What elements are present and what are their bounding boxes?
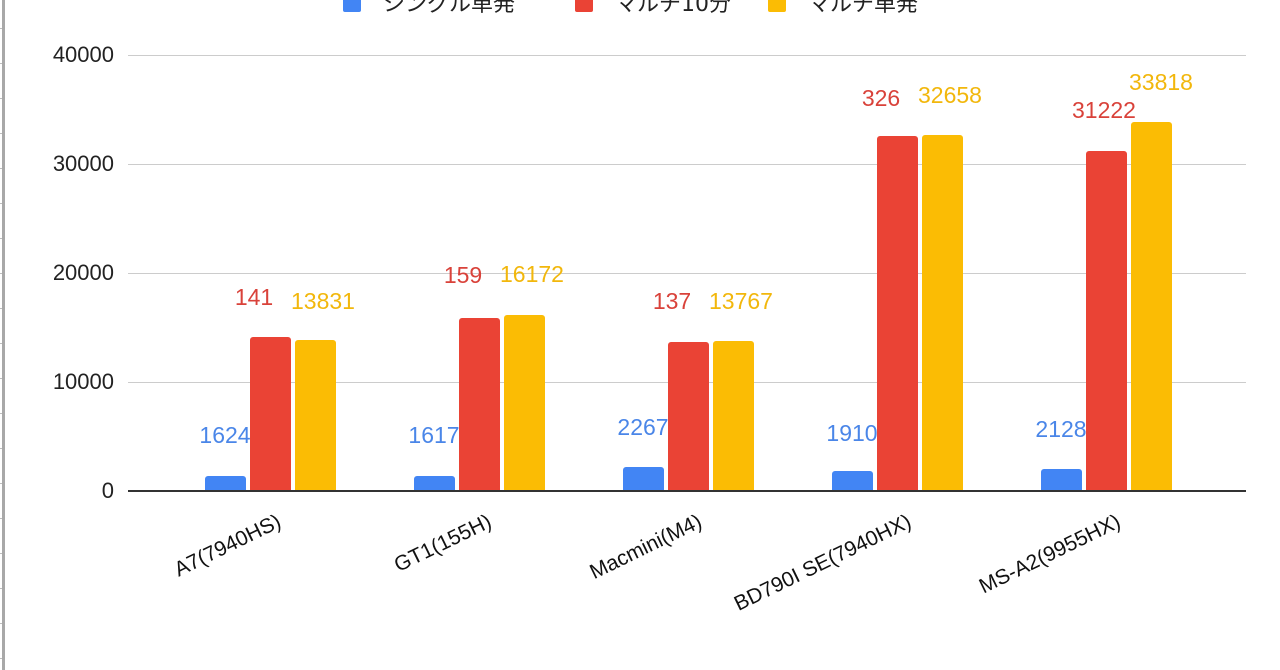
edge-tick <box>0 98 2 99</box>
x-label-macmini: Macmini(M4) <box>585 510 706 584</box>
data-label-multi-10min-4: 31222 <box>1072 97 1136 123</box>
bar-multi-10min-3[interactable] <box>877 136 918 491</box>
edge-tick <box>0 483 2 484</box>
edge-tick <box>0 553 2 554</box>
x-label-ms-a2: MS-A2(9955HX) <box>975 510 1125 599</box>
data-label-single-0: 1624 <box>199 422 251 448</box>
legend-label-single: シングル単発 <box>383 0 516 17</box>
legend-item-single: シングル単発 <box>343 0 515 18</box>
bar-multi-10min-4[interactable] <box>1086 151 1127 491</box>
bar-single-2[interactable] <box>623 467 664 491</box>
y-tick-40000: 40000 <box>52 42 114 67</box>
edge-tick <box>0 168 2 169</box>
data-label-multi-single-4: 33818 <box>1129 69 1193 95</box>
bar-multi-10min-1[interactable] <box>459 318 500 491</box>
bar-multi-single-2[interactable] <box>713 341 754 491</box>
gridline-30000 <box>128 164 1246 165</box>
data-label-single-3: 1910 <box>826 420 878 446</box>
data-label-multi-10min-0: 141 <box>234 284 274 310</box>
x-axis-baseline <box>128 490 1246 492</box>
bar-single-0[interactable] <box>205 476 246 491</box>
gridline-20000 <box>128 273 1246 274</box>
data-label-multi-10min-3: 326 <box>861 85 901 111</box>
data-label-multi-10min-1: 159 <box>443 262 483 288</box>
data-label-multi-single-1: 16172 <box>500 261 564 287</box>
edge-tick <box>0 203 2 204</box>
edge-tick <box>0 238 2 239</box>
bar-multi-single-0[interactable] <box>295 340 336 491</box>
bar-single-3[interactable] <box>832 471 873 491</box>
data-label-multi-10min-2: 137 <box>652 288 692 314</box>
data-label-multi-single-0: 13831 <box>291 288 355 314</box>
sheet-edge-divider <box>2 0 5 670</box>
data-label-single-1: 1617 <box>408 422 460 448</box>
gridline-40000 <box>128 55 1246 56</box>
edge-tick <box>0 413 2 414</box>
data-label-multi-single-3: 32658 <box>918 82 982 108</box>
chart-legend: シングル単発 マルチ10分 マルチ単発 <box>0 0 1280 18</box>
bar-multi-single-4[interactable] <box>1131 122 1172 491</box>
bar-multi-10min-2[interactable] <box>668 342 709 491</box>
edge-tick <box>0 448 2 449</box>
y-tick-0: 0 <box>101 478 114 503</box>
x-label-gt1: GT1(155H) <box>390 510 496 577</box>
bar-multi-single-3[interactable] <box>922 135 963 491</box>
bar-single-4[interactable] <box>1041 469 1082 491</box>
legend-swatch-blue-icon <box>343 0 361 12</box>
edge-tick <box>0 658 2 659</box>
x-label-bd790i: BD790I SE(7940HX) <box>730 510 916 616</box>
edge-tick <box>0 308 2 309</box>
legend-item-multi-10min: マルチ10分 <box>575 0 731 18</box>
legend-swatch-yellow-icon <box>768 0 786 12</box>
edge-tick <box>0 28 2 29</box>
y-tick-20000: 20000 <box>52 260 114 285</box>
y-tick-10000: 10000 <box>52 369 114 394</box>
x-label-a7: A7(7940HS) <box>171 510 286 582</box>
edge-tick <box>0 378 2 379</box>
edge-tick <box>0 518 2 519</box>
data-label-single-2: 2267 <box>617 414 669 440</box>
legend-label-multi-10min: マルチ10分 <box>615 0 731 17</box>
legend-swatch-red-icon <box>575 0 593 12</box>
bar-multi-single-1[interactable] <box>504 315 545 491</box>
data-label-multi-single-2: 13767 <box>709 288 773 314</box>
edge-tick <box>0 273 2 274</box>
data-label-single-4: 2128 <box>1035 416 1087 442</box>
legend-label-multi-single: マルチ単発 <box>808 0 919 17</box>
legend-item-multi-single: マルチ単発 <box>768 0 918 18</box>
bar-single-1[interactable] <box>414 476 455 491</box>
edge-tick <box>0 133 2 134</box>
edge-tick <box>0 343 2 344</box>
y-tick-30000: 30000 <box>52 151 114 176</box>
edge-tick <box>0 588 2 589</box>
bar-multi-10min-0[interactable] <box>250 337 291 491</box>
edge-tick <box>0 623 2 624</box>
edge-tick <box>0 63 2 64</box>
